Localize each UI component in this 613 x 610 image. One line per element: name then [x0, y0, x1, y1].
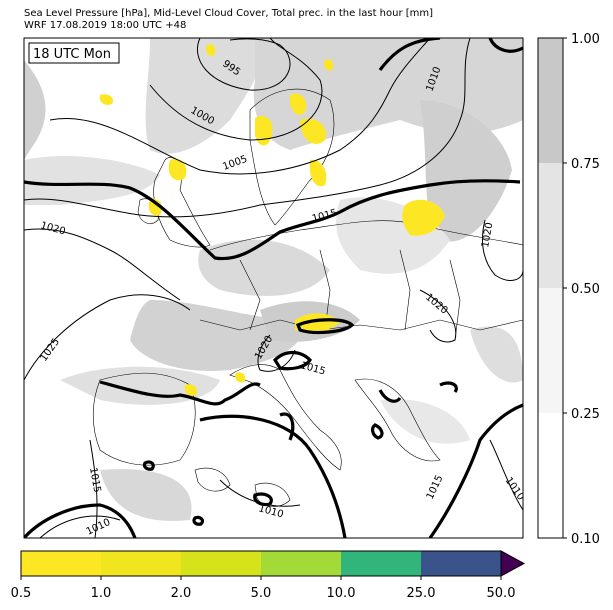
- isobar: [24, 294, 191, 381]
- precip-tick-label: 25.0: [407, 586, 436, 601]
- precip-patch: [309, 159, 327, 187]
- cloud-tick-label: 0.75: [571, 157, 600, 172]
- cloud-area: [100, 469, 192, 521]
- isobar: [149, 38, 323, 141]
- precip-patch: [300, 118, 326, 144]
- cloud-bin-high: [538, 38, 563, 163]
- isobar-1015: [24, 179, 521, 261]
- precip-bin: [341, 551, 421, 576]
- isobar-1015: [378, 38, 441, 71]
- isobar: [24, 228, 181, 301]
- isobar: [482, 219, 523, 281]
- cloud-bin-mid: [538, 163, 563, 288]
- precip-bin: [101, 551, 181, 576]
- isobar: [419, 289, 457, 343]
- isobar-1015: [378, 389, 402, 403]
- cloud-colorbar-ticks: [563, 37, 567, 539]
- isobar: [257, 334, 296, 372]
- border-line: [449, 259, 461, 341]
- precip-bin: [261, 551, 341, 576]
- precip-patch: [168, 158, 187, 181]
- map-frame: [23, 37, 524, 539]
- isobar: [89, 439, 98, 538]
- precip-tick-label: 5.0: [251, 586, 272, 601]
- isobar-1015: [99, 380, 261, 406]
- isobar-label: 1020: [480, 222, 495, 249]
- border-line: [239, 259, 261, 331]
- precip-patch: [289, 93, 307, 115]
- isobar-1015: [428, 403, 523, 538]
- precip-tick-label: 10.0: [327, 586, 356, 601]
- isobar-1015: [488, 38, 523, 53]
- cloud-area: [24, 155, 160, 205]
- isobar-1015: [192, 515, 205, 526]
- isobars-thin: [24, 38, 523, 538]
- cloud-area: [198, 239, 330, 296]
- cloud-tick-label: 1.00: [571, 32, 600, 47]
- isobar: [489, 439, 523, 511]
- model-run-subtitle: WRF 17.08.2019 18:00 UTC +48: [24, 20, 187, 31]
- isobar: [24, 38, 471, 218]
- precip-patch: [148, 199, 163, 216]
- cloud-tick-label: 0.10: [571, 532, 600, 547]
- precip-patch: [184, 384, 198, 396]
- isobar-label: 1015: [87, 467, 102, 494]
- cloud-bin-low: [538, 288, 563, 413]
- cloud-bin-min: [538, 413, 563, 538]
- iberia-coast: [92, 372, 196, 466]
- valid-time-label: 18 UTC Mon: [33, 47, 111, 62]
- cloud-area: [470, 326, 523, 383]
- isobar-1015: [24, 503, 137, 538]
- precip-extend-arrow: [500, 550, 526, 577]
- time-box-frame: [28, 42, 120, 64]
- border-line: [199, 319, 523, 331]
- isobar-1015: [439, 381, 458, 393]
- precip-patch: [235, 372, 246, 383]
- cloud-cover-colorbar: 1.00 0.75 0.50 0.25 0.10: [537, 32, 600, 547]
- cloud-area: [420, 100, 512, 242]
- scandinavia-coast: [249, 88, 335, 226]
- map-panel: 995 1000 1005 1010 1015 1020 1020 1020 1…: [24, 38, 523, 538]
- isobars-1015-thick: [24, 38, 523, 538]
- precip-patch: [324, 59, 334, 71]
- precip-patch: [255, 115, 273, 146]
- precip-bin: [181, 551, 261, 576]
- cloud-area: [145, 38, 263, 154]
- precip-patch: [206, 44, 216, 56]
- island-coast: [194, 467, 231, 492]
- precipitation-colorbar: 0.5 1.0 2.0 5.0 10.0 25.0 50.0: [11, 550, 526, 601]
- isobar-1015: [142, 460, 155, 471]
- isobar-1015: [253, 492, 273, 507]
- isobar: [49, 38, 431, 175]
- isobar-1015: [279, 412, 295, 441]
- cloud-area: [24, 60, 46, 160]
- precip-tick-label: 1.0: [91, 586, 112, 601]
- precip-colorbar-ticks: [20, 576, 502, 580]
- cloud-tick-label: 0.25: [571, 407, 600, 422]
- isobar: [197, 38, 291, 91]
- precip-bin: [21, 551, 101, 576]
- isobar-1015: [199, 414, 347, 538]
- border-line: [399, 249, 411, 331]
- balkans-coast: [354, 378, 441, 462]
- time-label-box: 18 UTC Mon: [28, 42, 120, 64]
- north-coast: [209, 220, 523, 251]
- isobar: [39, 515, 121, 538]
- cloud-area: [380, 399, 470, 444]
- isobar-1015: [295, 318, 355, 335]
- precip-patch: [402, 199, 445, 236]
- precip-tick-label: 2.0: [171, 586, 192, 601]
- precip-tick-label: 0.5: [11, 586, 32, 601]
- precip-patch: [99, 94, 114, 105]
- isobar-1015: [371, 423, 384, 440]
- precip-bin: [421, 551, 501, 576]
- italy-coast: [229, 364, 342, 471]
- cloud-tick-label: 0.50: [571, 282, 600, 297]
- map-title: Sea Level Pressure [hPa], Mid-Level Clou…: [24, 8, 434, 19]
- precip-tick-label: 50.0: [487, 586, 516, 601]
- isobar-1015: [272, 350, 313, 371]
